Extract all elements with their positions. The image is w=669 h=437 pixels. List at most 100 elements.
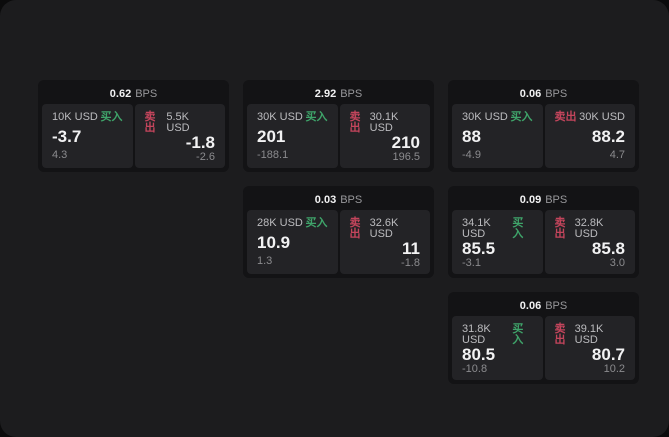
buy-top-row: 10K USD 买入 [52, 112, 123, 123]
sell-price: 11 [402, 239, 420, 258]
buy-amount: 30K USD [257, 111, 303, 123]
card-column: 0.06 BPS 30K USD 买入 88 -4.9 卖出 30K USD 8… [448, 80, 639, 384]
buy-top-row: 34.1K USD 买入 [462, 218, 533, 240]
bps-header: 0.06 BPS [452, 296, 635, 316]
sell-side-label: 卖出 [349, 217, 361, 240]
sell-panel[interactable]: 卖出 30K USD 88.2 4.7 [544, 104, 635, 168]
sell-price: 80.7 [591, 345, 625, 364]
card-column: 0.62 BPS 10K USD 买入 -3.7 4.3 卖出 5.5K USD… [38, 80, 229, 172]
buy-side-label: 买入 [100, 111, 123, 123]
sell-panel[interactable]: 卖出 5.5K USD -1.8 -2.6 [134, 104, 225, 168]
card-column: 2.92 BPS 30K USD 买入 201 -188.1 卖出 30.1K … [243, 80, 434, 278]
sell-amount: 30K USD [579, 111, 625, 123]
bps-header: 0.09 BPS [452, 190, 635, 210]
buy-price: 85.5 [462, 239, 496, 258]
sell-price: 85.8 [591, 239, 625, 258]
sell-delta: -2.6 [196, 151, 215, 163]
buy-side-label: 买入 [512, 217, 524, 240]
bps-header: 0.62 BPS [42, 84, 225, 104]
bps-unit-label: BPS [135, 88, 158, 100]
sell-side-label: 卖出 [349, 111, 361, 134]
buy-side-label: 买入 [305, 217, 328, 229]
bps-value: 2.92 [314, 88, 337, 100]
bps-unit-label: BPS [340, 194, 363, 206]
bps-unit-label: BPS [545, 300, 568, 312]
buy-amount: 31.8K USD [462, 323, 491, 346]
buy-side-label: 买入 [305, 111, 328, 123]
sell-amount: 30.1K USD [369, 111, 399, 134]
sell-price: 88.2 [591, 126, 625, 146]
bps-unit-label: BPS [545, 194, 568, 206]
sell-side-label: 卖出 [554, 111, 577, 123]
sell-panel[interactable]: 卖出 39.1K USD 80.7 10.2 [544, 316, 635, 380]
buy-price: -3.7 [52, 126, 82, 146]
sell-delta: 196.5 [392, 151, 420, 163]
sell-price: -1.8 [185, 133, 215, 152]
quote-card: 0.03 BPS 28K USD 买入 10.9 1.3 卖出 32.6K US… [243, 186, 434, 278]
buy-amount: 28K USD [257, 217, 303, 229]
quote-tiles: 28K USD 买入 10.9 1.3 卖出 32.6K USD 11 -1.8 [247, 210, 430, 274]
bps-header: 0.06 BPS [452, 84, 635, 104]
buy-price: 88 [462, 126, 481, 146]
sell-amount: 5.5K USD [166, 111, 190, 134]
sell-amount: 32.8K USD [574, 217, 604, 240]
buy-top-row: 30K USD 买入 [462, 112, 533, 123]
buy-side-label: 买入 [510, 111, 533, 123]
buy-panel[interactable]: 30K USD 买入 88 -4.9 [452, 104, 543, 168]
sell-delta: -1.8 [401, 257, 420, 269]
quote-card: 0.06 BPS 30K USD 买入 88 -4.9 卖出 30K USD 8… [448, 80, 639, 172]
sell-delta: 10.2 [603, 363, 625, 375]
sell-top-row: 卖出 30.1K USD [350, 112, 421, 134]
bps-unit-label: BPS [340, 88, 363, 100]
sell-side-label: 卖出 [144, 111, 156, 134]
bps-header: 2.92 BPS [247, 84, 430, 104]
buy-delta: -188.1 [257, 149, 289, 161]
sell-side-label: 卖出 [554, 217, 566, 240]
quote-tiles: 34.1K USD 买入 85.5 -3.1 卖出 32.8K USD 85.8… [452, 210, 635, 274]
bps-value: 0.62 [109, 88, 132, 100]
bps-value: 0.03 [314, 194, 337, 206]
buy-panel[interactable]: 28K USD 买入 10.9 1.3 [247, 210, 338, 274]
quote-card: 0.06 BPS 31.8K USD 买入 80.5 -10.8 卖出 39.1… [448, 292, 639, 384]
buy-delta: 1.3 [257, 255, 273, 267]
bps-unit-label: BPS [545, 88, 568, 100]
buy-top-row: 31.8K USD 买入 [462, 324, 533, 346]
sell-side-label: 卖出 [554, 323, 566, 346]
buy-panel[interactable]: 30K USD 买入 201 -188.1 [247, 104, 338, 168]
bps-value: 0.06 [519, 300, 542, 312]
buy-panel[interactable]: 31.8K USD 买入 80.5 -10.8 [452, 316, 543, 380]
buy-panel[interactable]: 10K USD 买入 -3.7 4.3 [42, 104, 133, 168]
bps-value: 0.09 [519, 194, 542, 206]
buy-price: 10.9 [257, 232, 291, 252]
buy-panel[interactable]: 34.1K USD 买入 85.5 -3.1 [452, 210, 543, 274]
buy-delta: -4.9 [462, 149, 481, 161]
quote-tiles: 30K USD 买入 201 -188.1 卖出 30.1K USD 210 1… [247, 104, 430, 168]
buy-amount: 30K USD [462, 111, 508, 123]
sell-top-row: 卖出 39.1K USD [555, 324, 626, 346]
quote-card: 2.92 BPS 30K USD 买入 201 -188.1 卖出 30.1K … [243, 80, 434, 172]
sell-price: 210 [391, 133, 420, 152]
sell-amount: 39.1K USD [574, 323, 604, 346]
buy-delta: -10.8 [462, 363, 488, 375]
card-grid: 0.62 BPS 10K USD 买入 -3.7 4.3 卖出 5.5K USD… [38, 80, 639, 384]
sell-top-row: 卖出 30K USD [555, 112, 626, 123]
quote-card: 0.09 BPS 34.1K USD 买入 85.5 -3.1 卖出 32.8K… [448, 186, 639, 278]
sell-amount: 32.6K USD [369, 217, 399, 240]
sell-delta: 3.0 [609, 257, 625, 269]
sell-panel[interactable]: 卖出 32.8K USD 85.8 3.0 [544, 210, 635, 274]
sell-panel[interactable]: 卖出 32.6K USD 11 -1.8 [339, 210, 430, 274]
buy-side-label: 买入 [512, 323, 524, 346]
quote-card: 0.62 BPS 10K USD 买入 -3.7 4.3 卖出 5.5K USD… [38, 80, 229, 172]
bps-header: 0.03 BPS [247, 190, 430, 210]
sell-top-row: 卖出 5.5K USD [145, 112, 216, 134]
sell-top-row: 卖出 32.8K USD [555, 218, 626, 240]
sell-delta: 4.7 [609, 149, 625, 161]
buy-delta: -3.1 [462, 257, 481, 269]
buy-delta: 4.3 [52, 149, 68, 161]
sell-top-row: 卖出 32.6K USD [350, 218, 421, 240]
buy-price: 201 [257, 126, 286, 146]
sell-panel[interactable]: 卖出 30.1K USD 210 196.5 [339, 104, 430, 168]
quote-tiles: 31.8K USD 买入 80.5 -10.8 卖出 39.1K USD 80.… [452, 316, 635, 380]
buy-amount: 10K USD [52, 111, 98, 123]
